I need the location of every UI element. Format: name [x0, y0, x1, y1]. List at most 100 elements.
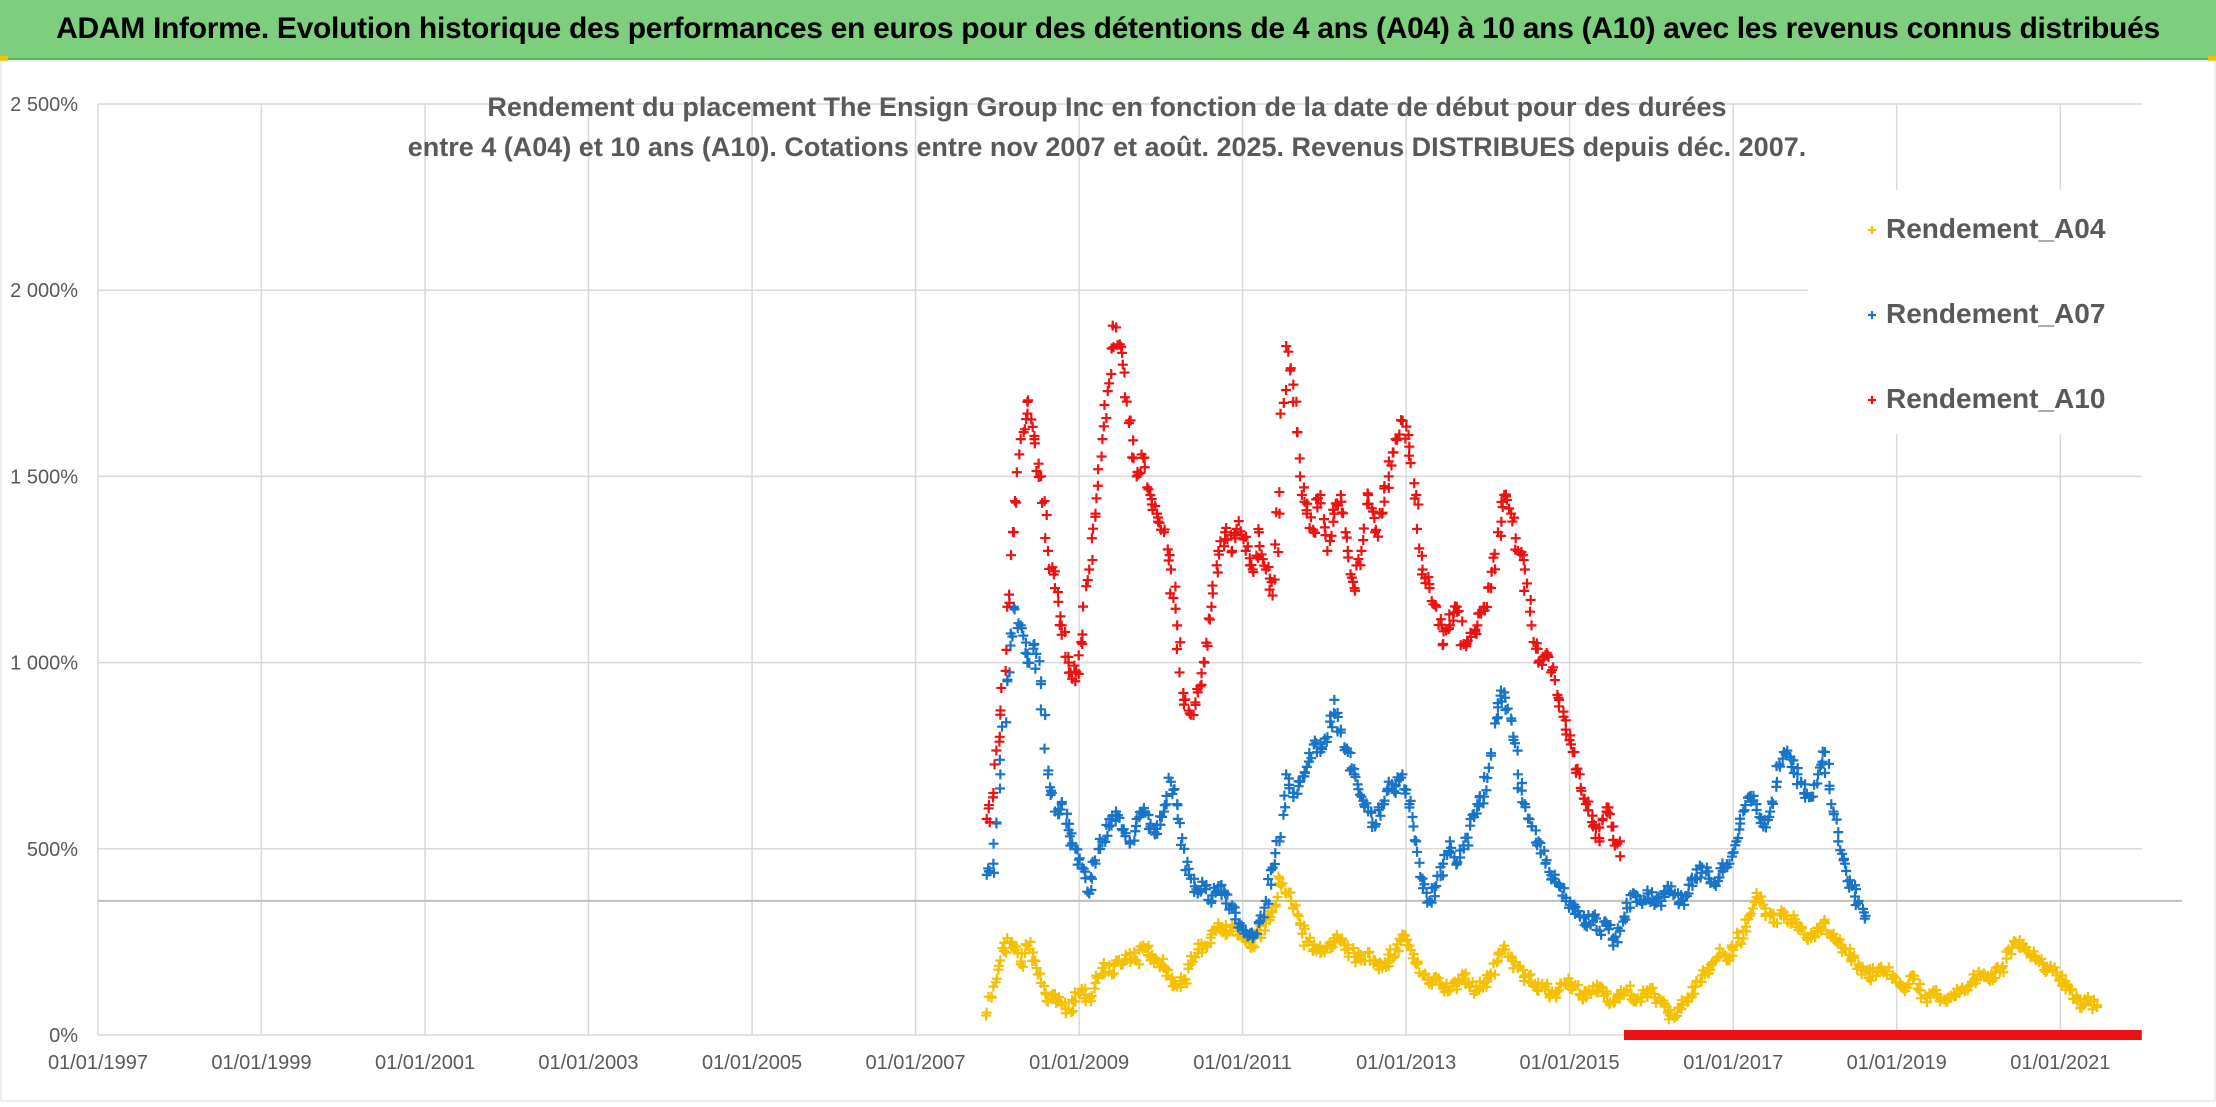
data-point: [1240, 545, 1251, 556]
data-point: [1335, 727, 1346, 738]
data-point: [1266, 879, 1277, 890]
data-point: [1865, 975, 1876, 986]
data-point: [1388, 953, 1399, 964]
data-point: [1018, 630, 1029, 641]
data-point: [1249, 942, 1260, 953]
data-point: [1106, 343, 1117, 354]
data-point: [1073, 650, 1084, 661]
data-point: [1530, 825, 1541, 836]
data-point: [1849, 952, 1859, 963]
data-point: [1028, 947, 1039, 958]
x-tick-label: 01/01/2013: [1356, 1052, 1456, 1074]
data-point: [1489, 548, 1500, 559]
data-point: [1583, 796, 1594, 807]
data-point: [1114, 812, 1125, 823]
data-point: [1481, 601, 1492, 612]
data-point: [1853, 898, 1864, 909]
data-point: [1739, 805, 1750, 816]
data-point: [1402, 934, 1413, 945]
data-point: [1860, 910, 1871, 921]
data-point: [1236, 920, 1247, 931]
data-point: [1500, 692, 1511, 703]
data-point: [1267, 590, 1278, 601]
data-point: [1240, 531, 1251, 542]
data-point: [1353, 554, 1364, 565]
data-point: [2037, 959, 2048, 970]
scatter-chart: 0% 500% 1 000% 1 500% 2 000% 2 500% 01/01/1997…: [0, 60, 2216, 1102]
data-point: [1128, 435, 1139, 446]
data-point: [1206, 601, 1217, 612]
data-point: [1015, 434, 1026, 445]
y-tick-label: 0%: [49, 1025, 78, 1047]
data-point: [1762, 814, 1773, 825]
data-point: [1417, 873, 1428, 884]
data-point: [1472, 620, 1483, 631]
data-point: [1322, 732, 1333, 743]
data-point: [1043, 769, 1054, 780]
data-point: [2067, 984, 2077, 995]
data-point: [1220, 888, 1231, 899]
data-point: [1551, 992, 1562, 1003]
data-point: [1355, 560, 1366, 571]
data-point: [1403, 430, 1414, 441]
data-point: [1663, 1014, 1674, 1025]
data-point: [1227, 545, 1238, 556]
data-point: [1411, 523, 1422, 534]
data-point: [1355, 949, 1366, 960]
data-point: [1180, 694, 1191, 705]
data-point: [1167, 789, 1178, 800]
data-point: [1016, 623, 1027, 634]
legend-marker: [1868, 226, 1876, 234]
data-point: [1291, 396, 1302, 407]
data-point: [1375, 810, 1386, 821]
data-point: [1172, 799, 1183, 810]
data-point: [1810, 931, 1821, 942]
data-point: [1196, 668, 1207, 679]
x-tick-label: 01/01/2017: [1683, 1052, 1783, 1074]
data-point: [1350, 771, 1361, 782]
data-point: [1565, 730, 1576, 741]
data-point: [1496, 516, 1507, 527]
data-point: [1009, 496, 1020, 507]
data-point: [1565, 739, 1576, 750]
data-point: [1036, 471, 1047, 482]
data-point: [1573, 980, 1584, 991]
data-point: [1327, 722, 1338, 733]
data-point: [1163, 555, 1174, 566]
data-point: [1914, 985, 1925, 996]
data-point: [1512, 962, 1523, 973]
data-point: [1348, 576, 1359, 587]
data-point: [1001, 717, 1012, 728]
data-point: [1030, 663, 1041, 674]
data-point: [1222, 889, 1233, 900]
data-point: [1386, 460, 1397, 471]
data-point: [1020, 637, 1031, 648]
data-point: [1022, 396, 1033, 407]
data-point: [1962, 985, 1973, 996]
data-point: [1612, 937, 1623, 948]
data-point: [1356, 545, 1367, 556]
data-point: [981, 1010, 992, 1021]
data-point: [1414, 543, 1425, 554]
data-point: [1165, 564, 1176, 575]
data-point: [1086, 885, 1097, 896]
data-point: [1377, 508, 1388, 519]
x-tick-label: 01/01/2005: [702, 1052, 802, 1074]
data-point: [1001, 947, 1012, 958]
data-point: [1433, 973, 1444, 984]
data-point: [1008, 527, 1019, 538]
data-point: [1195, 681, 1206, 692]
legend-label: Rendement_A04: [1886, 213, 2106, 244]
legend-box: [1808, 190, 2148, 434]
data-point: [1502, 703, 1513, 714]
series-rendement_a07: [981, 601, 1871, 951]
data-point: [988, 838, 999, 849]
data-point: [1908, 974, 1919, 985]
data-point: [1444, 836, 1455, 847]
data-point: [1587, 810, 1598, 821]
data-point: [1341, 532, 1352, 543]
data-point: [1216, 879, 1227, 890]
data-point: [1070, 996, 1081, 1007]
data-point: [1370, 819, 1381, 830]
data-point: [1014, 449, 1025, 460]
